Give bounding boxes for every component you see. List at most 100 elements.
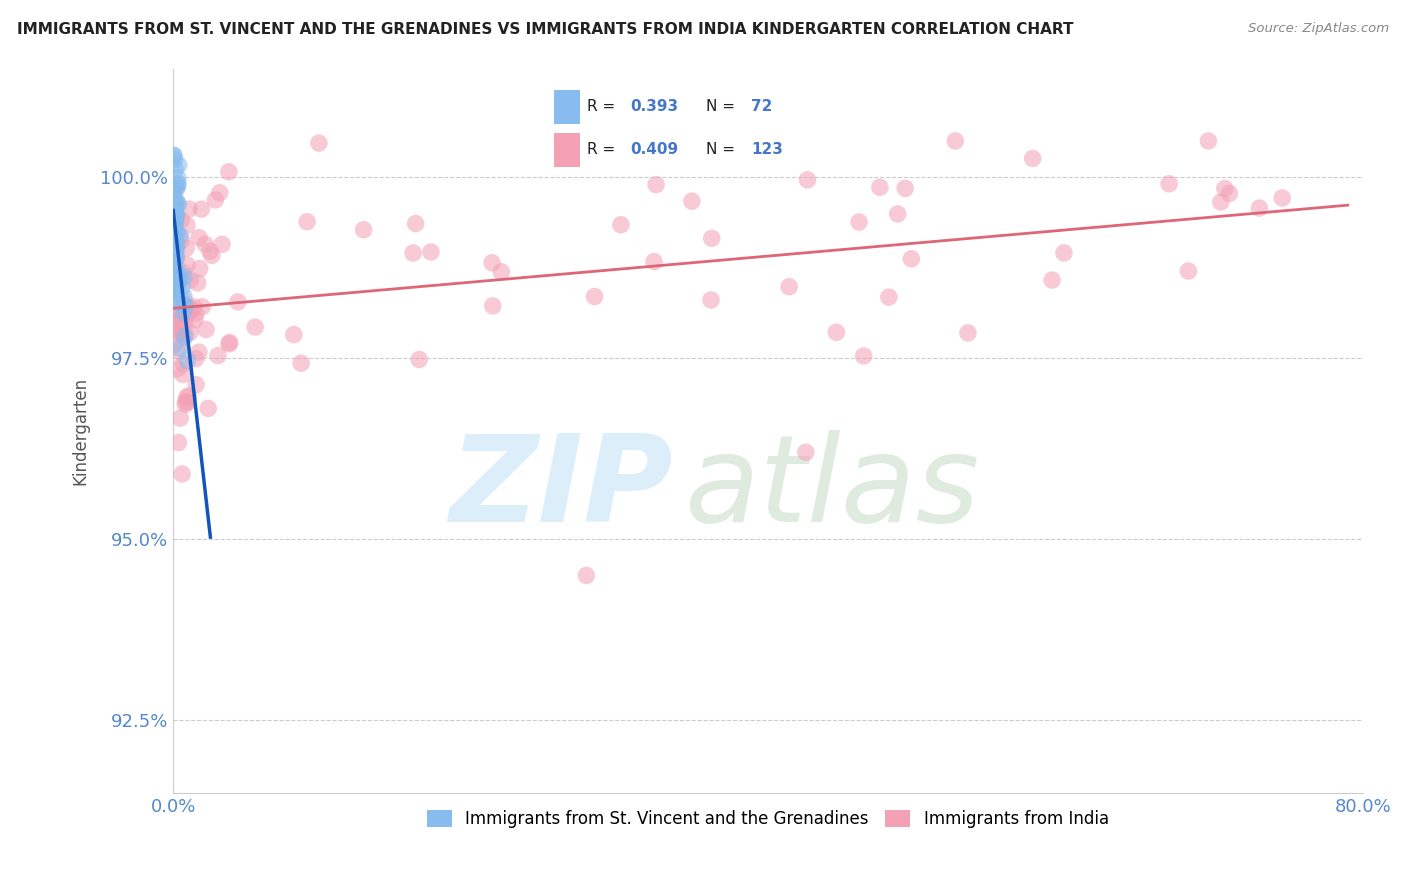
Point — [243, 320, 266, 334]
Point — [1213, 181, 1236, 195]
Point — [681, 194, 703, 209]
Point — [167, 435, 190, 450]
Point — [176, 241, 198, 255]
Point — [169, 271, 191, 285]
Point — [877, 290, 900, 304]
Point — [1249, 201, 1271, 215]
Point — [165, 230, 187, 244]
Point — [218, 335, 240, 350]
Point — [179, 273, 201, 287]
Point — [167, 275, 190, 289]
Point — [166, 362, 188, 376]
Point — [197, 401, 219, 416]
Point — [825, 326, 848, 340]
Point — [1021, 152, 1043, 166]
Point — [166, 194, 188, 209]
Point — [165, 206, 187, 220]
Point — [1040, 273, 1063, 287]
Point — [167, 344, 190, 359]
Point — [167, 270, 190, 285]
Point — [165, 207, 187, 221]
Y-axis label: Kindergarten: Kindergarten — [72, 376, 89, 484]
Point — [163, 338, 186, 352]
Point — [481, 256, 503, 270]
Point — [166, 180, 188, 194]
Point — [163, 213, 186, 227]
Point — [583, 289, 606, 303]
Point — [167, 177, 190, 191]
Point — [163, 190, 186, 204]
Point — [163, 268, 186, 283]
Point — [408, 352, 430, 367]
Point — [167, 158, 190, 172]
Point — [170, 234, 193, 248]
Point — [174, 397, 197, 411]
Point — [184, 307, 207, 321]
Point — [886, 207, 908, 221]
Point — [166, 318, 188, 332]
Point — [169, 325, 191, 339]
Point — [166, 171, 188, 186]
Point — [165, 237, 187, 252]
Point — [165, 183, 187, 197]
Point — [163, 230, 186, 244]
Point — [163, 148, 186, 162]
Point — [163, 181, 186, 195]
Point — [163, 218, 186, 232]
Point — [167, 341, 190, 355]
Point — [1218, 186, 1240, 201]
Point — [1197, 134, 1219, 148]
Point — [163, 251, 186, 265]
Point — [794, 445, 817, 459]
Point — [179, 301, 201, 315]
Point — [900, 252, 922, 266]
Point — [165, 232, 187, 246]
Point — [162, 180, 184, 194]
Point — [1271, 191, 1294, 205]
Text: ZIP: ZIP — [449, 430, 672, 547]
Point — [165, 281, 187, 295]
Point — [173, 326, 195, 340]
Point — [165, 250, 187, 264]
Point — [176, 395, 198, 409]
Point — [167, 274, 190, 288]
Point — [163, 285, 186, 299]
Point — [174, 300, 197, 314]
Text: Source: ZipAtlas.com: Source: ZipAtlas.com — [1249, 22, 1389, 36]
Point — [176, 309, 198, 323]
Point — [165, 219, 187, 233]
Point — [184, 312, 207, 326]
Point — [481, 299, 503, 313]
Point — [166, 226, 188, 240]
Legend: Immigrants from St. Vincent and the Grenadines, Immigrants from India: Immigrants from St. Vincent and the Gren… — [420, 804, 1115, 835]
Point — [176, 219, 198, 233]
Point — [163, 238, 186, 252]
Point — [170, 280, 193, 294]
Point — [700, 231, 723, 245]
Point — [165, 199, 187, 213]
Point — [165, 282, 187, 296]
Point — [166, 178, 188, 192]
Point — [163, 310, 186, 324]
Point — [174, 395, 197, 409]
Point — [610, 218, 633, 232]
Point — [943, 134, 966, 148]
Point — [162, 254, 184, 268]
Point — [218, 336, 240, 351]
Point — [163, 197, 186, 211]
Point — [163, 205, 186, 219]
Point — [163, 281, 186, 295]
Point — [172, 368, 194, 382]
Point — [188, 261, 211, 276]
Point — [207, 349, 229, 363]
Point — [167, 306, 190, 320]
Point — [163, 286, 186, 301]
Point — [195, 322, 218, 336]
Point — [194, 237, 217, 252]
Point — [173, 269, 195, 284]
Point — [163, 153, 186, 167]
Point — [169, 411, 191, 425]
Point — [894, 181, 917, 195]
Point — [165, 200, 187, 214]
Point — [165, 244, 187, 259]
